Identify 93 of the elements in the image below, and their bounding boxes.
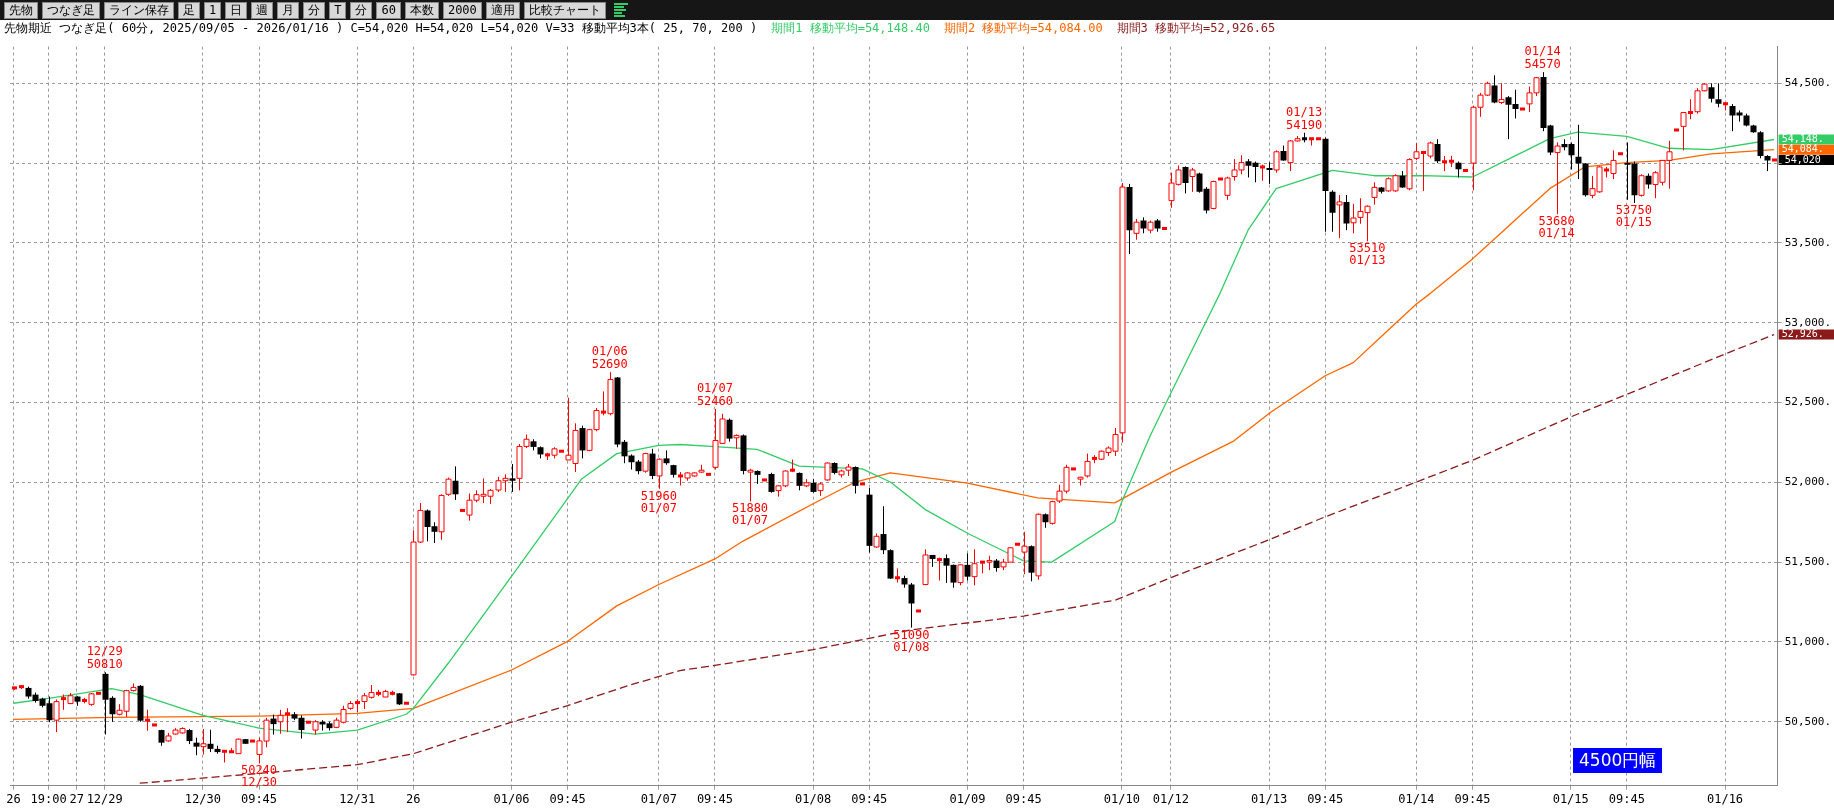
data-label: 54,148.	[1781, 133, 1824, 145]
x-tick-label: 01/10	[1103, 791, 1140, 806]
annotation: 50240 12/30	[240, 763, 278, 790]
annotation: 53510 01/13	[1349, 241, 1386, 268]
y-tick-label: 52,500.	[1784, 395, 1831, 409]
x-tick-label: 09:45	[1608, 791, 1645, 806]
toolbar-button: つなぎ足	[42, 1, 100, 19]
toolbar-button: 週	[251, 1, 274, 19]
x-tick-label: 01/12	[1152, 791, 1189, 806]
x-tick-label: 01/13	[1251, 791, 1288, 806]
candlestick	[1491, 74, 1498, 104]
annotation: 51880 01/07	[731, 501, 769, 528]
annotation: 53750 01/15	[1615, 203, 1652, 230]
toolbar-button: 日	[225, 1, 248, 19]
x-tick-label: 12/29	[86, 791, 123, 806]
x-tick-label: 01/14	[1398, 791, 1435, 806]
candlestick	[649, 448, 656, 480]
candlestick	[1575, 124, 1582, 180]
chart-title: 先物期近 つなぎ足( 60分, 2025/09/05 - 2026/01/16 ) C=54,020 H=54,020 L=54,020 V=33 移動平均3本( 25, 70, 200 )	[4, 20, 758, 37]
text: 期間2 移動平均=54,084.00	[943, 20, 1103, 37]
candlestick	[726, 417, 733, 443]
x-tick-label: 01/09	[949, 791, 986, 806]
x-tick-label: 09:45	[696, 791, 734, 806]
candlestick	[285, 707, 290, 733]
toolbar-button: T	[329, 1, 347, 19]
x-tick-label: 12/31	[339, 791, 376, 806]
toolbar-button: 分	[350, 1, 373, 19]
annotation: 01/07 52460	[696, 380, 734, 408]
annotation: 01/13 54190	[1286, 104, 1323, 132]
annotation: 4500円幅	[1573, 748, 1663, 773]
x-tick-label: 01/07	[640, 791, 677, 806]
candlestick	[509, 463, 516, 493]
annotation: 51960 01/07	[640, 488, 677, 515]
toolbar-button: 適用	[485, 1, 520, 19]
candlestick	[1343, 194, 1350, 231]
candlestick	[452, 465, 459, 501]
candlestick	[768, 472, 775, 494]
y-tick-label: 54,020	[1784, 153, 1821, 165]
toolbar-button: 本数	[404, 1, 439, 19]
annotation: 12/29 50810	[86, 644, 123, 672]
x-tick-label: 09:45	[549, 791, 586, 806]
candlestick	[579, 425, 586, 459]
x-tick-label: 01/15	[1552, 791, 1589, 806]
candlestick	[1708, 82, 1715, 103]
candlestick	[207, 729, 214, 753]
text: 期間3 移動平均=52,926.65	[1116, 20, 1276, 37]
candlestick	[908, 582, 915, 629]
x-tick-label: 09:45	[240, 791, 278, 806]
text: 期間1 移動平均=54,148.40	[771, 20, 930, 37]
candlestick	[145, 709, 150, 732]
candlestick	[852, 465, 859, 495]
data-label: 54,084.	[1781, 143, 1824, 155]
candlestick	[880, 505, 887, 555]
x-tick-label: 09:45	[1307, 791, 1344, 806]
toolbar-button: 比較チャート	[523, 1, 606, 19]
y-tick-label: 53,000.	[1784, 315, 1831, 329]
toolbar-button: 1	[204, 1, 222, 19]
y-tick-label: 53,500.	[1784, 235, 1831, 249]
candlestick	[1757, 130, 1764, 159]
toolbar-button: ライン保存	[104, 1, 174, 19]
candlestick	[964, 552, 971, 581]
x-tick-label: 01/06	[493, 791, 530, 806]
toolbar-button: 60	[376, 1, 401, 19]
toolbar-button: 分	[303, 1, 326, 19]
x-tick-label: 09:45	[1005, 791, 1042, 806]
toolbar-button: 2000	[442, 1, 482, 19]
toolbar-button: 月	[277, 1, 300, 19]
x-tick-label: 01/08	[795, 791, 832, 806]
candlestick	[1266, 161, 1273, 185]
candlestick	[1329, 189, 1336, 233]
x-tick-label: 01/16	[1706, 791, 1744, 806]
toolbar-button: 足	[178, 1, 200, 19]
candlestick	[1715, 82, 1722, 108]
x-tick-label: 12/30	[184, 791, 221, 806]
y-tick-label: 54,500.	[1784, 76, 1831, 90]
x-tick-label: 19:00	[30, 791, 67, 806]
x-tick-label: 27	[69, 791, 84, 806]
x-tick-label: 26	[6, 791, 21, 806]
toolbar-button: 先物	[4, 1, 38, 19]
candlestick	[1434, 138, 1441, 164]
annotation: 01/14 54570	[1524, 44, 1561, 72]
y-tick-label: 50,500.	[1784, 714, 1831, 728]
y-tick-label: 51,000.	[1784, 634, 1831, 648]
annotation: 51090 01/08	[893, 627, 930, 654]
x-tick-label: 09:45	[851, 791, 888, 806]
y-tick-label: 51,500.	[1784, 555, 1831, 568]
annotation: 01/06 52690	[591, 344, 628, 372]
candlestick	[1182, 165, 1189, 194]
x-tick-label: 26	[406, 791, 421, 806]
data-label: 52,926.	[1781, 328, 1824, 340]
annotation: 53680 01/14	[1538, 214, 1575, 241]
y-tick-label: 52,000.	[1784, 475, 1831, 489]
x-tick-label: 09:45	[1454, 791, 1491, 806]
